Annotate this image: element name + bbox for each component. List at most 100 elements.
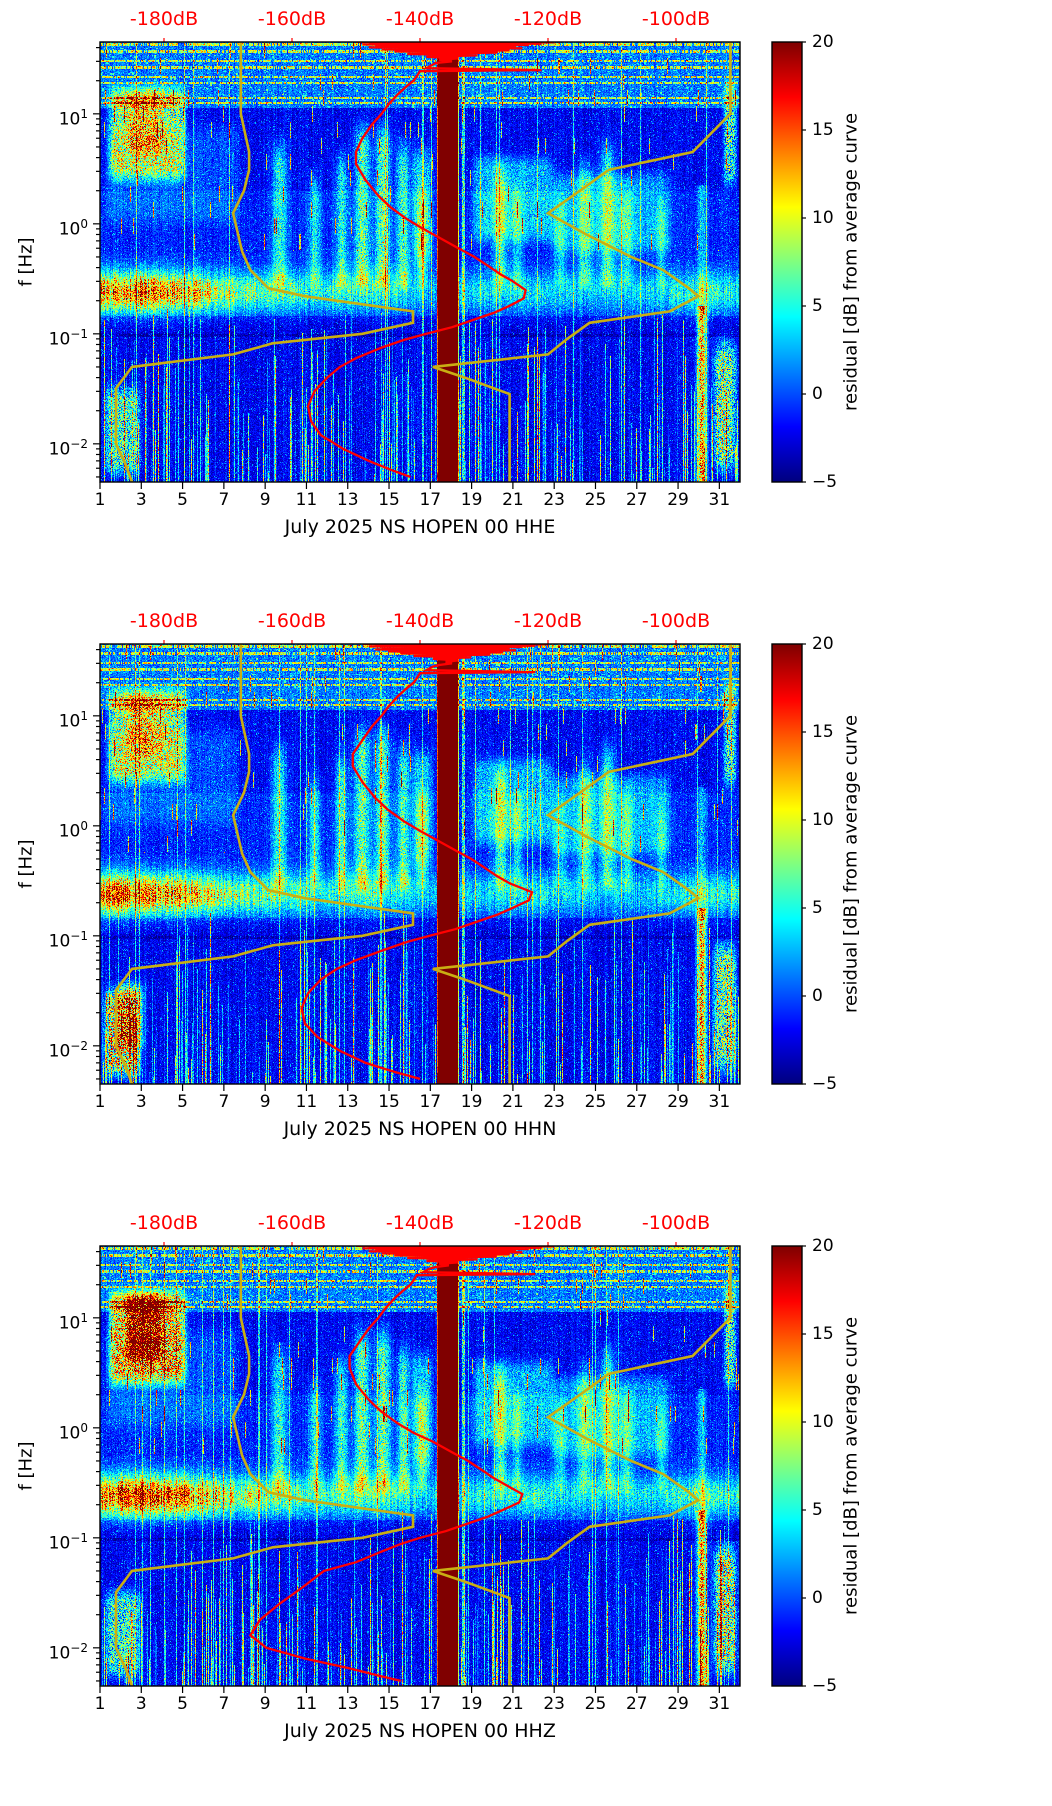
y-tick-exponent: −2 [70, 436, 88, 451]
top-axis-tick-label: -160dB [257, 8, 327, 30]
y-tick-base: 10 [48, 931, 71, 952]
x-tick-label: 31 [708, 1092, 731, 1112]
y-tick-label: 100 [26, 815, 88, 843]
top-axis-tick-label: -180dB [129, 8, 199, 30]
colorbar-tick-label: 0 [812, 1588, 823, 1608]
top-axis-tick-label: -140dB [385, 8, 455, 30]
x-tick-label: 29 [667, 490, 689, 510]
top-axis-tick-label: -100dB [641, 610, 711, 632]
spectrogram-canvas-HHE [100, 42, 740, 482]
x-tick-label: 15 [378, 490, 400, 510]
x-tick-label: 9 [259, 1092, 271, 1112]
spectrogram-canvas-HHN [100, 644, 740, 1084]
x-tick-label: 13 [336, 1694, 359, 1714]
x-tick-label: 7 [218, 490, 230, 510]
x-tick-label: 19 [460, 490, 483, 510]
x-tick-label: 17 [419, 490, 442, 510]
y-axis-label: f [Hz] [15, 1441, 37, 1491]
x-tick-label: 23 [543, 1092, 566, 1112]
top-axis-tick-label: -160dB [257, 1212, 327, 1234]
y-tick-exponent: 0 [80, 818, 88, 833]
colorbar-label: residual [dB] from average curve [840, 1316, 862, 1616]
y-tick-label: 10−2 [26, 1637, 88, 1665]
x-tick-label: 1 [94, 1092, 106, 1112]
top-axis-tick-label: -140dB [385, 1212, 455, 1234]
x-tick-label: 21 [502, 490, 524, 510]
x-tick-label: 23 [543, 1694, 566, 1714]
colorbar-tick-label: −5 [812, 1676, 838, 1696]
colorbar-tick-label: 20 [812, 32, 834, 52]
colorbar-tick-label: 0 [812, 384, 823, 404]
y-tick-exponent: 0 [80, 1420, 88, 1435]
x-tick-label: 17 [419, 1092, 442, 1112]
y-tick-label: 10−1 [26, 925, 88, 953]
x-tick-label: 23 [543, 490, 566, 510]
x-tick-label: 21 [502, 1092, 524, 1112]
top-axis-tick-label: -120dB [513, 8, 583, 30]
y-tick-exponent: 1 [80, 1310, 88, 1325]
y-tick-exponent: −2 [70, 1640, 88, 1655]
y-tick-exponent: 0 [80, 216, 88, 231]
colorbar-tick-label: 10 [812, 1412, 834, 1432]
y-tick-exponent: 1 [80, 708, 88, 723]
x-tick-label: 27 [625, 1092, 648, 1112]
y-tick-label: 100 [26, 1417, 88, 1445]
y-tick-exponent: −1 [70, 928, 88, 943]
colorbar-tick-label: 20 [812, 634, 834, 654]
y-tick-base: 10 [58, 109, 81, 130]
colorbar-tick-label: 15 [812, 722, 834, 742]
colorbar-HHN [772, 644, 802, 1084]
y-tick-base: 10 [58, 711, 81, 732]
x-axis-label: July 2025 NS HOPEN 00 HHN [283, 1118, 557, 1140]
x-tick-label: 1 [94, 1694, 106, 1714]
y-tick-exponent: −1 [70, 326, 88, 341]
y-tick-base: 10 [48, 1533, 71, 1554]
y-tick-exponent: −1 [70, 1530, 88, 1545]
top-axis-tick-label: -100dB [641, 8, 711, 30]
y-tick-base: 10 [58, 1423, 81, 1444]
x-tick-label: 15 [378, 1694, 400, 1714]
x-tick-label: 5 [177, 1092, 188, 1112]
colorbar-HHE [772, 42, 802, 482]
colorbar-tick-label: 5 [812, 296, 823, 316]
colorbar-tick-label: 5 [812, 1500, 823, 1520]
x-tick-label: 3 [135, 1092, 147, 1112]
colorbar-tick-label: −5 [812, 472, 838, 492]
colorbar-tick-label: 0 [812, 986, 823, 1006]
x-tick-label: 31 [708, 1694, 731, 1714]
x-tick-label: 11 [295, 1694, 318, 1714]
x-tick-label: 25 [584, 490, 607, 510]
x-tick-label: 1 [94, 490, 106, 510]
x-tick-label: 31 [708, 490, 731, 510]
x-tick-label: 29 [667, 1694, 689, 1714]
y-tick-base: 10 [58, 219, 81, 240]
y-axis-label: f [Hz] [15, 237, 37, 287]
spectrogram-canvas-HHZ [100, 1246, 740, 1686]
y-tick-base: 10 [58, 821, 81, 842]
x-tick-label: 11 [295, 490, 318, 510]
top-axis-tick-label: -160dB [257, 610, 327, 632]
x-tick-label: 5 [177, 490, 188, 510]
colorbar-tick-label: −5 [812, 1074, 838, 1094]
x-tick-label: 5 [177, 1694, 188, 1714]
y-tick-label: 101 [26, 1307, 88, 1335]
colorbar-tick-label: 20 [812, 1236, 834, 1256]
colorbar-label: residual [dB] from average curve [840, 112, 862, 412]
panel-HHN: -180dB -160dB -140dB -120dB -100dB 1 3 5 7 9 11 13 1… [0, 602, 1052, 1204]
x-tick-label: 19 [460, 1092, 483, 1112]
x-tick-label: 15 [378, 1092, 400, 1112]
y-tick-label: 10−2 [26, 433, 88, 461]
y-tick-label: 101 [26, 705, 88, 733]
y-tick-label: 101 [26, 103, 88, 131]
x-tick-label: 27 [625, 490, 648, 510]
x-tick-label: 25 [584, 1092, 607, 1112]
x-tick-label: 3 [135, 490, 147, 510]
x-tick-label: 7 [218, 1092, 230, 1112]
top-axis-tick-label: -180dB [129, 610, 199, 632]
top-axis-tick-label: -140dB [385, 610, 455, 632]
x-axis-label: July 2025 NS HOPEN 00 HHE [284, 516, 556, 538]
x-tick-label: 29 [667, 1092, 689, 1112]
colorbar-tick-label: 10 [812, 208, 834, 228]
colorbar-HHZ [772, 1246, 802, 1686]
x-tick-label: 11 [295, 1092, 318, 1112]
